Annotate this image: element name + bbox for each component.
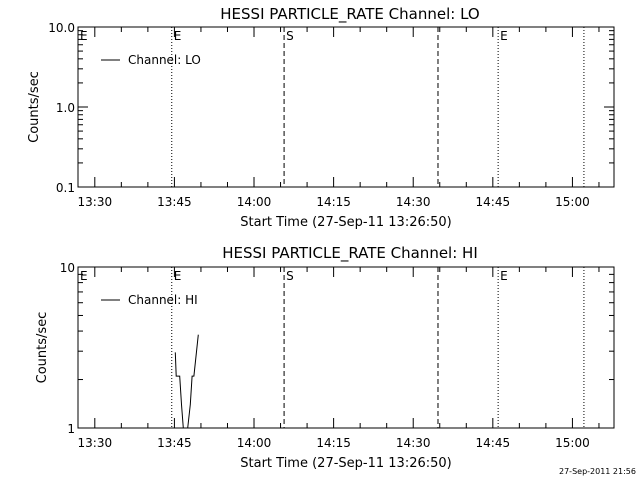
y-axis-label: Counts/sec <box>35 312 50 384</box>
footer-timestamp: 27-Sep-2011 21:56 <box>559 467 636 476</box>
legend-label: Channel: LO <box>128 53 201 67</box>
x-tick-label: 14:30 <box>396 195 431 209</box>
x-tick-label: 14:45 <box>476 436 511 450</box>
legend-label: Channel: HI <box>128 293 198 307</box>
event-marker-label: S <box>286 29 294 43</box>
y-tick-label: 1 <box>67 422 75 436</box>
chart-title: HESSI PARTICLE_RATE Channel: LO <box>220 5 479 24</box>
x-tick-label: 14:15 <box>316 195 351 209</box>
x-tick-label: 14:45 <box>476 195 511 209</box>
y-tick-label: 10.0 <box>48 21 75 35</box>
x-axis-label: Start Time (27-Sep-11 13:26:50) <box>240 456 451 471</box>
x-tick-label: 13:45 <box>157 436 192 450</box>
panel-lo: HESSI PARTICLE_RATE Channel: LO Start Tim… <box>27 5 615 230</box>
y-tick-label: 0.1 <box>56 181 75 195</box>
event-marker-label: E <box>174 29 182 43</box>
series-line <box>174 334 199 429</box>
event-marker-label: E <box>80 269 88 283</box>
x-tick-label: 14:00 <box>237 436 272 450</box>
x-tick-label: 13:30 <box>78 436 113 450</box>
panel-hi: HESSI PARTICLE_RATE Channel: HI Start Tim… <box>35 244 615 471</box>
x-axis-label: Start Time (27-Sep-11 13:26:50) <box>240 215 451 230</box>
y-tick-label: 10 <box>60 261 75 275</box>
x-tick-label: 15:00 <box>555 436 590 450</box>
y-tick-label: 1.0 <box>56 101 75 115</box>
event-marker-label: E <box>174 269 182 283</box>
x-tick-label: 15:00 <box>555 195 590 209</box>
x-tick-label: 14:30 <box>396 436 431 450</box>
event-marker-label: E <box>80 29 88 43</box>
event-marker-label: S <box>286 269 294 283</box>
plot-frame <box>77 26 615 188</box>
x-tick-label: 14:00 <box>237 195 272 209</box>
x-tick-label: 13:30 <box>78 195 113 209</box>
chart-title: HESSI PARTICLE_RATE Channel: HI <box>222 244 478 263</box>
x-tick-label: 14:15 <box>316 436 351 450</box>
x-tick-label: 13:45 <box>157 195 192 209</box>
event-marker-label: E <box>500 269 508 283</box>
y-axis-label: Counts/sec <box>27 71 42 143</box>
plot-frame <box>77 266 615 429</box>
event-marker-label: E <box>500 29 508 43</box>
